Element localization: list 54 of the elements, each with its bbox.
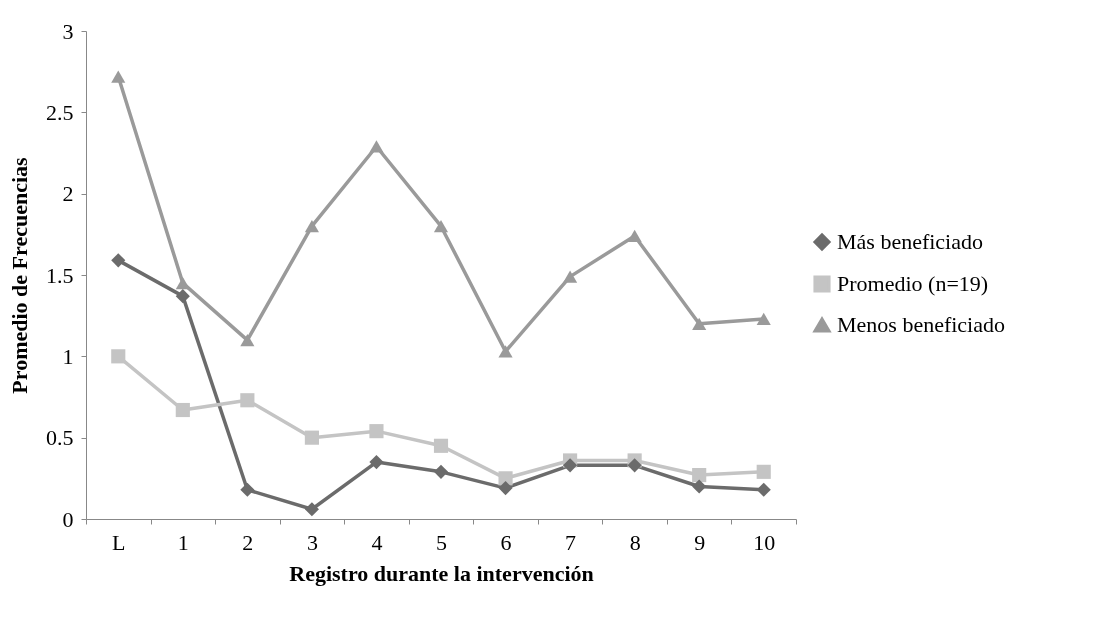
point — [692, 317, 707, 330]
point — [433, 464, 449, 479]
point — [563, 458, 578, 473]
point — [627, 458, 642, 473]
x-axis-title: Registro durante la intervención — [289, 560, 594, 586]
point — [175, 289, 190, 304]
y-axis-title: Promedio de Frecuencias — [7, 156, 32, 394]
point — [369, 424, 384, 439]
point — [304, 430, 319, 445]
point — [756, 482, 771, 497]
point — [498, 471, 513, 486]
point — [433, 438, 449, 453]
point — [756, 312, 771, 326]
x-tick-label: 5 — [436, 529, 447, 555]
point — [304, 502, 319, 517]
x-tick-label: 2 — [242, 529, 254, 555]
point — [111, 70, 126, 83]
x-tick-label: 6 — [500, 529, 512, 555]
legend-label: Menos beneficiado — [837, 312, 1005, 337]
y-tick-label: 0.5 — [46, 425, 74, 451]
point — [111, 253, 126, 268]
y-tick-label: 0 — [62, 506, 74, 532]
point — [175, 277, 190, 290]
y-tick-label: 1.5 — [46, 262, 74, 288]
y-tick-label: 1 — [62, 343, 74, 369]
point — [175, 402, 190, 418]
y-tick-label: 2 — [62, 181, 74, 207]
x-tick-label: 7 — [565, 529, 577, 555]
legend-label: Promedio (n=19) — [837, 271, 989, 296]
point — [756, 464, 771, 479]
x-tick-label: 3 — [306, 529, 318, 555]
point — [692, 468, 707, 483]
point — [498, 481, 513, 496]
y-tick-label: 3 — [62, 18, 74, 44]
y-tick-label: 2.5 — [46, 99, 74, 125]
point — [627, 229, 642, 243]
point — [304, 220, 319, 233]
point — [240, 393, 255, 408]
x-tick-label: 1 — [177, 529, 189, 555]
x-tick-label: 10 — [753, 529, 776, 555]
x-tick-label: 8 — [629, 529, 641, 555]
point — [111, 349, 126, 364]
point — [240, 333, 255, 347]
point — [240, 482, 255, 497]
point — [433, 220, 449, 233]
x-tick-label: L — [112, 529, 126, 555]
x-tick-label: 9 — [694, 529, 706, 555]
point — [369, 140, 384, 153]
point — [692, 479, 707, 494]
point — [369, 455, 384, 470]
legend-label: Más beneficiado — [837, 229, 983, 254]
x-tick-label: 4 — [371, 529, 383, 555]
point — [498, 345, 513, 358]
point — [563, 270, 578, 283]
